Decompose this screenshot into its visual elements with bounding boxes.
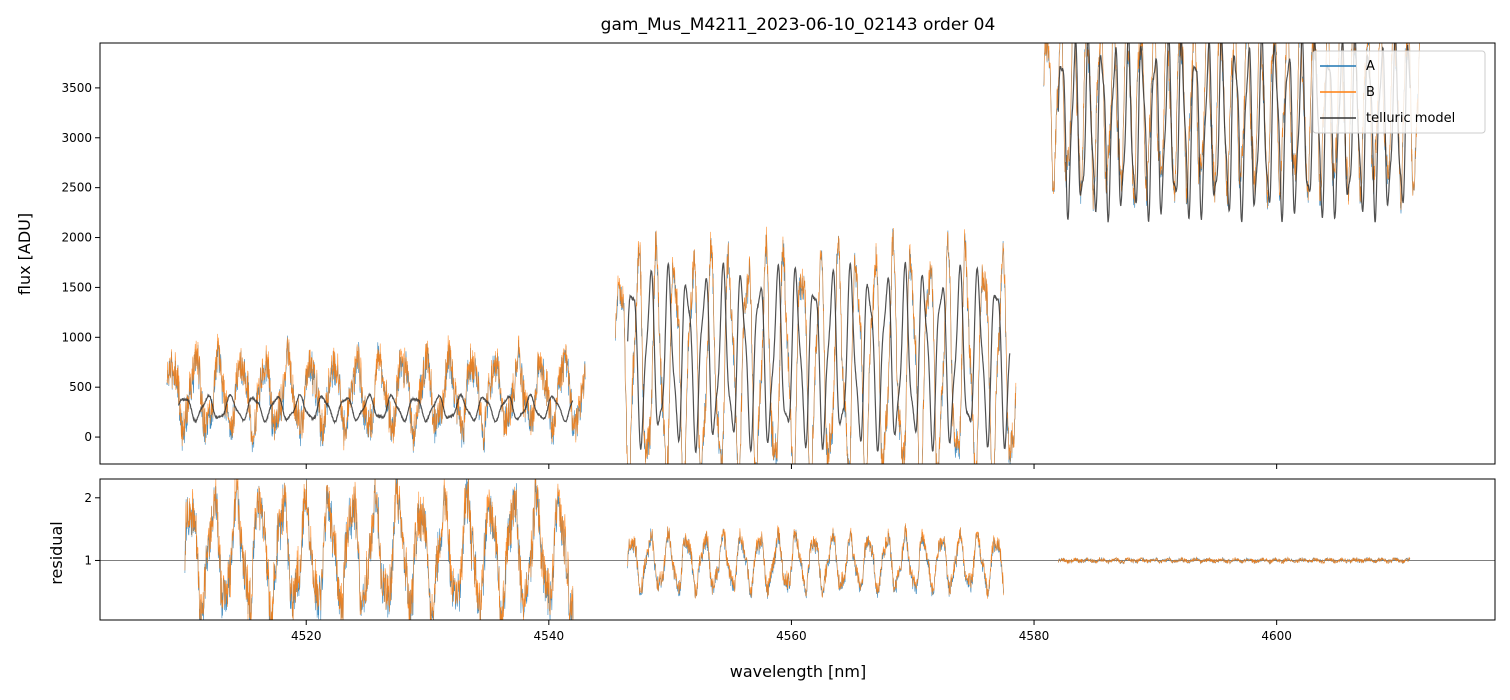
y-tick-label: 2000	[61, 231, 92, 245]
series-segment	[615, 228, 1017, 464]
series-b	[166, 43, 1420, 464]
series-segment	[627, 524, 1005, 599]
series-segment	[1058, 556, 1411, 565]
series-segment	[615, 226, 1017, 464]
top-series-group	[166, 43, 1420, 464]
top-x-axis	[305, 464, 1278, 469]
x-tick-label: 4580	[1019, 629, 1050, 643]
x-tick-label: 4600	[1261, 629, 1292, 643]
series-segment	[627, 261, 1011, 454]
x-tick-label: 4560	[776, 629, 807, 643]
y-tick-label: 3500	[61, 81, 92, 95]
legend-label-telluric: telluric model	[1366, 111, 1455, 126]
x-tick-label: 4520	[291, 629, 322, 643]
top-y-axis-label: flux [ADU]	[15, 213, 34, 295]
y-tick-label: 3000	[61, 131, 92, 145]
bottom-panel: 12 4520 4540 4560 4580 4600 residual wavelen…	[47, 478, 1496, 681]
series-segment	[627, 523, 1005, 599]
chart-title: gam_Mus_M4211_2023-06-10_02143 order 04	[601, 15, 996, 35]
bottom-x-axis: 4520 4540 4560 4580 4600	[291, 620, 1292, 643]
legend-label-a: A	[1366, 59, 1375, 74]
bottom-y-axis: 12	[84, 491, 100, 567]
series-a	[166, 43, 1420, 464]
series-segment	[184, 479, 574, 620]
series-segment	[178, 392, 574, 425]
series-b	[184, 479, 1411, 620]
y-tick-label: 1	[84, 553, 92, 567]
top-plot-frame	[99, 42, 1496, 465]
legend: A B telluric model	[1312, 50, 1486, 134]
y-tick-label: 1500	[61, 280, 92, 294]
x-axis-label: wavelength [nm]	[730, 662, 867, 681]
y-tick-label: 2	[84, 491, 92, 505]
series-segment	[1057, 43, 1411, 223]
legend-label-b: B	[1366, 85, 1375, 100]
x-tick-label: 4540	[534, 629, 565, 643]
series-segment	[166, 333, 586, 451]
top-y-axis: 0 500 1000 1500 2000 2500 3000 3500	[61, 81, 100, 444]
y-tick-label: 2500	[61, 181, 92, 195]
y-tick-label: 1000	[61, 330, 92, 344]
y-tick-label: 500	[69, 380, 92, 394]
bottom-y-axis-label: residual	[47, 521, 66, 584]
y-tick-label: 0	[84, 430, 92, 444]
bottom-series-group	[100, 479, 1495, 620]
bottom-plot-frame	[99, 478, 1496, 621]
series-telluric-model	[178, 43, 1411, 454]
legend-box	[1312, 50, 1486, 134]
